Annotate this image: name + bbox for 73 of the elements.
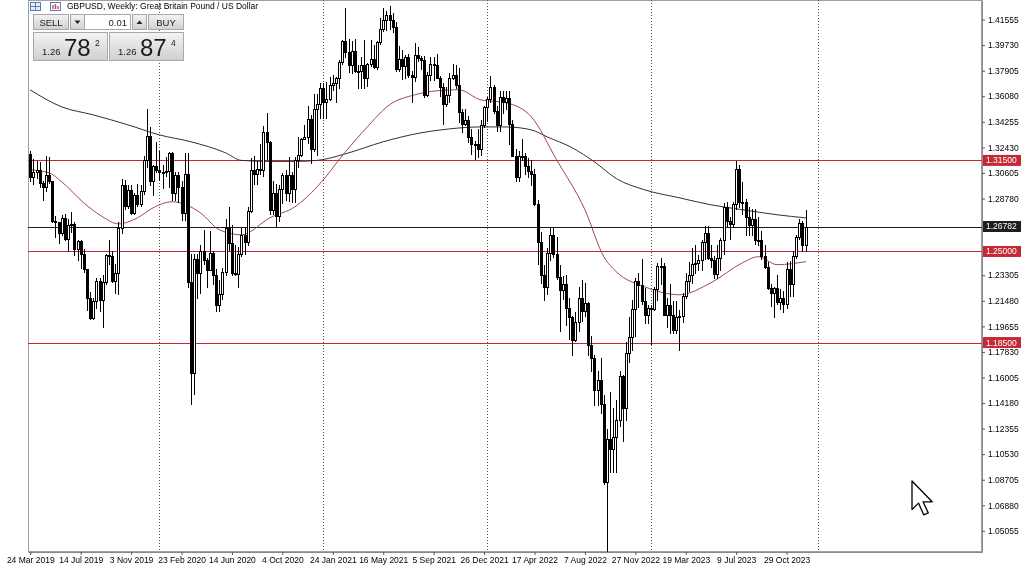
x-tick-label: 29 Oct 2023 (763, 555, 811, 566)
candlestick (130, 184, 133, 216)
annotation: 4 (171, 38, 176, 48)
line-series (29, 89, 807, 296)
candlestick (171, 151, 174, 202)
candlestick (325, 81, 328, 120)
y-tick-label: 1.37905 (988, 65, 1019, 76)
annotation: 78 (64, 34, 91, 61)
candlestick (805, 209, 808, 253)
y-tick-label: 1.17830 (988, 347, 1019, 358)
candlestick (423, 55, 426, 99)
x-tick-label: 23 Feb 2020 (158, 555, 207, 566)
annotation: 2 (95, 38, 100, 48)
y-tick-label: 1.28780 (988, 193, 1019, 204)
line-series (29, 89, 807, 219)
y-tick-label: 1.08705 (988, 475, 1019, 485)
x-tick-label: 14 Jul 2019 (59, 555, 104, 566)
candlestick (401, 49, 404, 81)
candlestick (786, 261, 789, 310)
candlestick (322, 82, 325, 120)
x-tick-label: 16 May 2021 (359, 555, 409, 566)
y-tick-label: 1.23305 (988, 270, 1019, 281)
chart-title: GBPUSD, Weekly: Great Britain Pound / US Dollar (67, 1, 259, 11)
annotation: 0.01 (108, 16, 127, 28)
candlestick (389, 5, 392, 31)
ref-line-label: 1.18500 (986, 337, 1017, 348)
annotation: 87 (140, 34, 167, 61)
y-tick-label: 1.41555 (988, 14, 1019, 25)
candlestick (363, 39, 366, 90)
annotation: SELL (39, 16, 63, 28)
x-tick-label: 27 Nov 2022 (611, 555, 661, 566)
x-tick-label: 26 Dec 2021 (460, 555, 509, 566)
x-tick-label: 17 Apr 2022 (512, 555, 559, 566)
candlestick (288, 156, 291, 203)
y-tick-label: 1.30605 (988, 168, 1019, 179)
ref-line-label: 1.26782 (986, 221, 1017, 232)
x-tick-label: 7 Aug 2022 (563, 555, 608, 566)
annotation: 1.26 (42, 46, 61, 57)
y-tick-label: 1.05055 (988, 526, 1019, 537)
y-tick-label: 1.14180 (988, 398, 1019, 409)
candlestick (499, 90, 502, 133)
candlestick (29, 150, 32, 183)
candlestick (404, 54, 407, 80)
y-tick-label: 1.06880 (988, 500, 1019, 511)
annotation: 1.26 (118, 46, 137, 57)
y-tick-label: 1.12355 (988, 423, 1019, 434)
ref-line-label: 1.31500 (986, 155, 1017, 166)
candlestick (351, 40, 354, 75)
y-tick-label: 1.16005 (988, 372, 1019, 383)
y-tick-label: 1.36080 (988, 91, 1019, 102)
x-tick-label: 9 Jul 2023 (717, 555, 757, 566)
x-tick-label: 3 Nov 2019 (109, 555, 154, 566)
candlestick (433, 56, 436, 82)
candlestick (275, 183, 278, 229)
x-tick-label: 24 Mar 2019 (6, 555, 55, 566)
y-tick-label: 1.10530 (988, 449, 1019, 460)
x-tick-label: 4 Oct 2020 (262, 555, 304, 566)
x-tick-label: 5 Sep 2021 (412, 555, 457, 566)
ref-line-label: 1.25000 (986, 246, 1017, 257)
x-tick-label: 14 Jun 2020 (209, 555, 257, 566)
y-tick-label: 1.34255 (988, 117, 1019, 128)
y-tick-label: 1.32430 (988, 142, 1019, 153)
annotation: BUY (156, 16, 177, 28)
y-tick-label: 1.21480 (988, 296, 1019, 307)
x-tick-label: 24 Jan 2021 (309, 555, 357, 566)
candlestick (80, 239, 83, 270)
candlestick (373, 44, 376, 70)
candlestick (669, 283, 672, 335)
candlestick (385, 10, 388, 32)
x-tick-label: 19 Mar 2023 (662, 555, 711, 566)
y-tick-label: 1.39730 (988, 40, 1019, 51)
candlestick (754, 208, 757, 246)
y-tick-label: 1.19655 (988, 321, 1019, 332)
